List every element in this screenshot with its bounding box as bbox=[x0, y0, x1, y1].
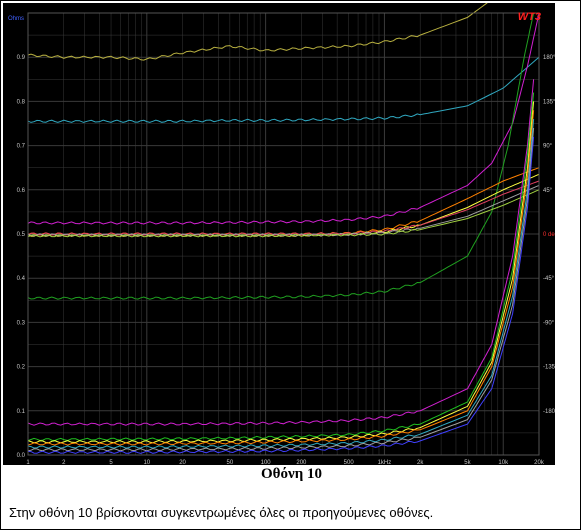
y-tick-label: 0.8 bbox=[17, 99, 26, 105]
data-series-line bbox=[27, 180, 540, 236]
impedance-chart: 1 2 5 10 20 50 100 200 500 1kHz 2k 5k 10k 20k 0.0 0.1 0.… bbox=[3, 3, 555, 465]
figure-caption: Οθόνη 10 bbox=[261, 466, 322, 482]
y-right-tick-label: 135° bbox=[543, 99, 555, 105]
data-series-line bbox=[27, 189, 540, 238]
data-series-line bbox=[27, 127, 535, 452]
chart-axes: 1 2 5 10 20 50 100 200 500 1kHz 2k 5k 10k 20k 0.0 0.1 0.… bbox=[17, 12, 555, 465]
y-tick-label: 0.7 bbox=[17, 144, 26, 150]
data-series-line bbox=[27, 119, 535, 449]
y-tick-label: 0.6 bbox=[17, 188, 26, 194]
y-tick-label: 0.1 bbox=[17, 409, 26, 415]
x-tick-label: 500 bbox=[344, 460, 355, 465]
x-tick-label: 1kHz bbox=[378, 460, 392, 465]
y-right-tick-label: -90° bbox=[543, 320, 555, 326]
y-right-tick-label: 0 deg bbox=[543, 232, 555, 238]
data-series-line bbox=[27, 3, 488, 61]
x-tick-label: 50 bbox=[227, 460, 234, 465]
data-series-line bbox=[27, 92, 535, 442]
data-series-line bbox=[27, 12, 540, 225]
data-series-line bbox=[27, 184, 540, 237]
data-series-line bbox=[27, 56, 540, 123]
x-tick-label: 10k bbox=[498, 460, 509, 465]
y-tick-label: 0.0 bbox=[17, 453, 26, 459]
y-right-tick-label: 180° bbox=[543, 55, 555, 61]
y-right-tick-label: -45° bbox=[543, 276, 555, 282]
x-tick-label: 5k bbox=[464, 460, 471, 465]
chart-series bbox=[27, 3, 540, 455]
y-tick-label: 0.3 bbox=[17, 320, 26, 326]
y-tick-label: 0.5 bbox=[17, 232, 26, 238]
x-tick-label: 100 bbox=[261, 460, 272, 465]
x-tick-label: 10 bbox=[143, 460, 150, 465]
plot-border bbox=[27, 12, 540, 456]
data-series-line bbox=[27, 79, 535, 426]
x-tick-label: 2k bbox=[417, 460, 424, 465]
x-tick-label: 20k bbox=[534, 460, 545, 465]
y-tick-label: 0.9 bbox=[17, 55, 26, 61]
figure-note: Στην οθόνη 10 βρίσκονται συγκεντρωμένες … bbox=[9, 505, 434, 520]
y-tick-label: 0.4 bbox=[17, 276, 26, 282]
y-right-tick-label: -135° bbox=[543, 365, 555, 371]
brand-logo: WT3 bbox=[518, 11, 541, 23]
y-right-tick-label: -180° bbox=[543, 409, 555, 415]
x-tick-label: 2 bbox=[62, 460, 66, 465]
x-tick-label: 1 bbox=[26, 460, 30, 465]
data-series-line bbox=[27, 136, 535, 455]
left-axis-unit: Ohms bbox=[8, 16, 24, 22]
y-tick-label: 0.2 bbox=[17, 365, 26, 371]
y-right-tick-label: 90° bbox=[543, 144, 553, 150]
y-right-tick-label: 45° bbox=[543, 188, 553, 194]
x-tick-label: 20 bbox=[179, 460, 186, 465]
x-tick-label: 5 bbox=[109, 460, 113, 465]
x-tick-label: 200 bbox=[296, 460, 307, 465]
data-series-line bbox=[27, 110, 535, 446]
data-series-line bbox=[27, 12, 535, 300]
data-series-line bbox=[27, 101, 535, 444]
